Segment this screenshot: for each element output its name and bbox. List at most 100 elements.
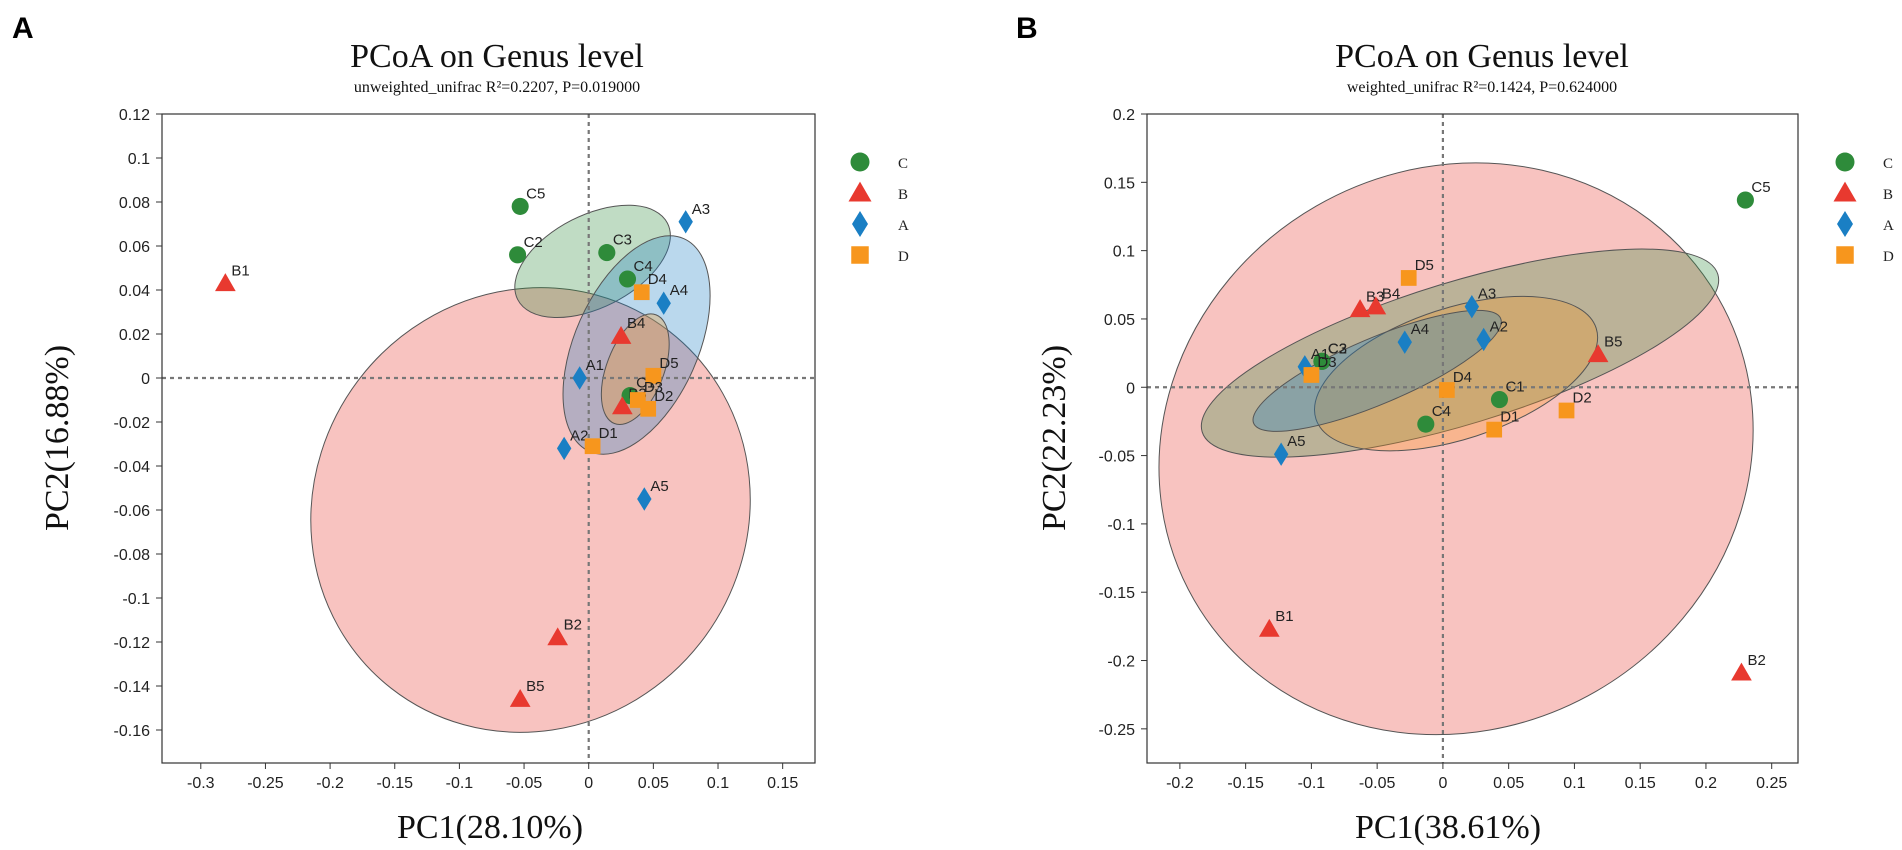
x-tick-label: 0.2 — [1695, 775, 1717, 792]
ellipse-group-b — [1158, 162, 1754, 736]
panel-label: B — [1016, 12, 1038, 45]
point-label: C2 — [1328, 340, 1347, 357]
legend-label: C — [898, 156, 908, 172]
point-d4 — [633, 284, 650, 301]
y-tick-label: 0.1 — [128, 151, 150, 168]
point-label: B4 — [627, 315, 645, 332]
point-d1 — [1486, 421, 1503, 438]
y-tick-label: 0.06 — [119, 239, 150, 256]
point-d5 — [645, 367, 662, 384]
y-tick-label: -0.15 — [1099, 585, 1136, 602]
y-tick-label: -0.25 — [1099, 722, 1136, 739]
legend-label: B — [1883, 187, 1893, 203]
point-a3 — [1464, 294, 1480, 319]
legend-marker-d — [851, 246, 869, 264]
point-label: C5 — [526, 185, 545, 202]
x-tick-label: -0.2 — [316, 775, 344, 792]
point-label: B5 — [526, 678, 544, 695]
legend-marker-b — [1833, 181, 1857, 202]
x-tick-label: 0.1 — [707, 775, 729, 792]
y-tick-label: 0.2 — [1113, 107, 1135, 124]
point-label: D5 — [1415, 257, 1434, 274]
point-label: B2 — [1747, 652, 1765, 669]
y-tick-label: -0.05 — [1099, 449, 1136, 466]
legend-label: D — [898, 249, 909, 265]
point-b5 — [509, 688, 531, 707]
x-tick-label: -0.15 — [377, 775, 414, 792]
y-tick-label: 0.08 — [119, 195, 150, 212]
y-tick-label: 0.02 — [119, 327, 150, 344]
y-tick-label: -0.02 — [114, 415, 151, 432]
y-tick-label: -0.1 — [122, 591, 150, 608]
x-tick-label: 0.15 — [767, 775, 798, 792]
x-tick-label: 0 — [1438, 775, 1447, 792]
point-label: B5 — [1604, 333, 1622, 350]
point-label: D5 — [659, 355, 678, 372]
point-label: B4 — [1382, 286, 1400, 303]
legend-marker-b — [848, 181, 872, 202]
x-tick-label: -0.05 — [506, 775, 543, 792]
x-axis-label: PC1(28.10%) — [397, 809, 583, 846]
point-c5 — [511, 197, 529, 215]
point-d1 — [584, 438, 601, 455]
legend-marker-d — [1836, 246, 1854, 264]
x-tick-label: -0.05 — [1359, 775, 1396, 792]
point-label: D3 — [1317, 354, 1336, 371]
point-d2 — [640, 400, 657, 417]
x-tick-label: -0.25 — [247, 775, 284, 792]
legend-marker-a — [852, 211, 868, 237]
y-tick-label: 0.15 — [1104, 175, 1135, 192]
confidence-ellipses — [1158, 162, 1754, 736]
point-label: A1 — [1311, 346, 1329, 363]
point-c4 — [1417, 415, 1435, 433]
point-label: D2 — [1573, 389, 1592, 406]
point-label: B1 — [231, 262, 249, 279]
y-tick-label: 0 — [141, 371, 150, 388]
point-label: B2 — [564, 617, 582, 634]
point-a5 — [1273, 442, 1289, 466]
point-a1 — [572, 366, 587, 390]
y-tick-label: 0 — [1126, 380, 1135, 397]
point-d5 — [1400, 270, 1417, 286]
point-label: C2 — [524, 234, 543, 251]
y-tick-label: -0.16 — [114, 723, 151, 740]
point-b2 — [547, 627, 569, 646]
point-label: D1 — [1500, 409, 1519, 426]
point-a2 — [556, 436, 572, 461]
x-tick-label: -0.1 — [1298, 775, 1326, 792]
y-tick-label: -0.2 — [1107, 654, 1135, 671]
point-a4 — [1397, 330, 1412, 354]
ellipse-group-c — [514, 204, 671, 319]
x-tick-label: 0.05 — [1493, 775, 1524, 792]
point-b1 — [215, 273, 236, 292]
x-tick-label: 0 — [584, 775, 593, 792]
y-tick-label: -0.08 — [114, 547, 151, 564]
data-points: C5C2C3C4C1B1B4B3B2B5A3A4A1A2A5D4D5D3D2D1 — [215, 185, 710, 707]
point-a3 — [678, 210, 693, 234]
legend-marker-c — [850, 152, 870, 172]
point-label: C3 — [1328, 340, 1347, 357]
point-label: A3 — [692, 201, 710, 218]
legend-marker-c — [1835, 152, 1855, 172]
x-tick-label: 0.05 — [638, 775, 669, 792]
chart-subtitle: unweighted_unifrac R²=0.2207, P=0.019000 — [354, 79, 640, 96]
y-tick-label: -0.04 — [114, 459, 151, 476]
point-b4 — [610, 325, 632, 344]
x-tick-label: -0.15 — [1227, 775, 1264, 792]
y-tick-label: -0.14 — [114, 679, 151, 696]
point-c3 — [598, 244, 616, 262]
point-a4 — [656, 291, 671, 315]
y-tick-label: 0.1 — [1113, 244, 1135, 261]
chart-subtitle: weighted_unifrac R²=0.1424, P=0.624000 — [1347, 79, 1617, 96]
point-c1 — [1490, 391, 1509, 409]
point-label: B3 — [1366, 288, 1384, 305]
point-label: C4 — [634, 258, 653, 275]
point-label: A4 — [670, 282, 688, 299]
point-label: A3 — [1478, 286, 1496, 303]
plot-frame — [1146, 113, 1799, 764]
ellipse-group-c — [1200, 248, 1720, 458]
panel-a: A PCoA on Genus level unweighted_unifrac R… — [12, 12, 909, 846]
